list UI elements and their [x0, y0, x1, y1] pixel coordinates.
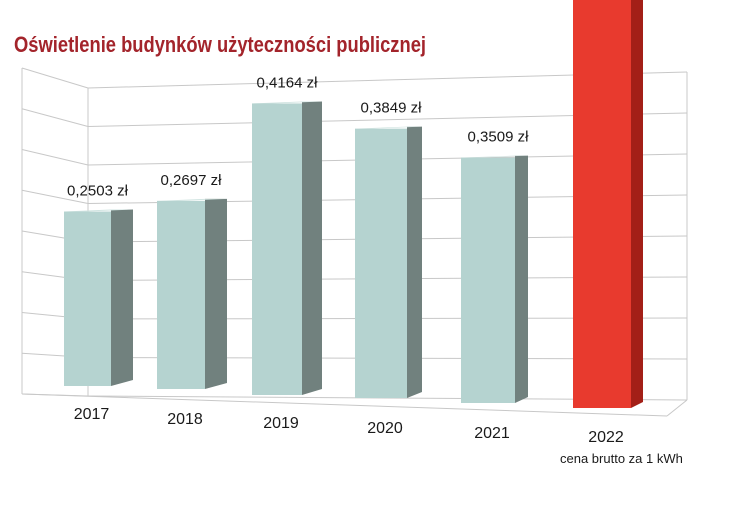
bar-side-2019 [302, 101, 322, 396]
x-tick-2017: 2017 [74, 406, 110, 423]
bar-side-2017 [111, 209, 133, 386]
bar-2018 [157, 200, 205, 389]
bar-top-2017 [64, 209, 133, 212]
floor-right-edge [666, 399, 688, 417]
floor-front-edge [21, 393, 668, 417]
value-label-2021: 0,3509 zł [468, 129, 530, 146]
chart-title: Oświetlenie budynków użyteczności public… [14, 32, 426, 57]
x-tick-2022: 2022 [588, 429, 624, 446]
chart-bars [64, 0, 643, 408]
bar-2021 [461, 157, 515, 403]
value-label-2020: 0,3849 zł [361, 100, 423, 117]
value-label-2019: 0,4164 zł [257, 74, 319, 91]
bar-top-2018 [157, 198, 227, 201]
x-tick-2019: 2019 [263, 415, 299, 432]
chart-note: cena brutto za 1 kWh [560, 451, 683, 466]
bar-side-2022 [631, 0, 643, 408]
grid-line-left [21, 189, 89, 204]
bar-side-2021 [515, 155, 528, 403]
bar-top-2019 [252, 101, 322, 104]
grid-line-left [21, 108, 89, 127]
bar-2019 [252, 103, 302, 396]
x-tick-2021: 2021 [474, 425, 510, 442]
x-tick-2018: 2018 [167, 411, 203, 428]
bar-top-2021 [461, 155, 528, 158]
bar-2020 [355, 128, 407, 398]
bar-top-2020 [355, 126, 422, 129]
bar-2022 [573, 0, 631, 408]
bar-2017 [64, 211, 111, 386]
bar-side-2018 [205, 198, 227, 389]
bar-side-2020 [407, 126, 422, 398]
chart-x-labels: 2017 2018 2019 2020 2021 2022 [74, 406, 624, 446]
grid-line-left [21, 149, 89, 166]
grid-line-left [21, 67, 89, 89]
value-label-2018: 0,2697 zł [161, 172, 223, 189]
chart-value-labels: 0,2503 zł 0,2697 zł 0,4164 zł 0,3849 zł 0,35… [67, 74, 530, 200]
value-label-2017: 0,2503 zł [67, 183, 129, 200]
x-tick-2020: 2020 [367, 420, 403, 437]
